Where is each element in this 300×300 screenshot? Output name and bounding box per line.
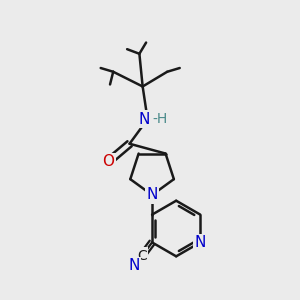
Text: -H: -H bbox=[152, 112, 168, 126]
Text: N: N bbox=[139, 112, 150, 127]
Text: N: N bbox=[146, 188, 158, 202]
Text: N: N bbox=[129, 259, 140, 274]
Text: N: N bbox=[195, 235, 206, 250]
Text: C: C bbox=[137, 248, 147, 262]
Text: O: O bbox=[102, 154, 114, 169]
